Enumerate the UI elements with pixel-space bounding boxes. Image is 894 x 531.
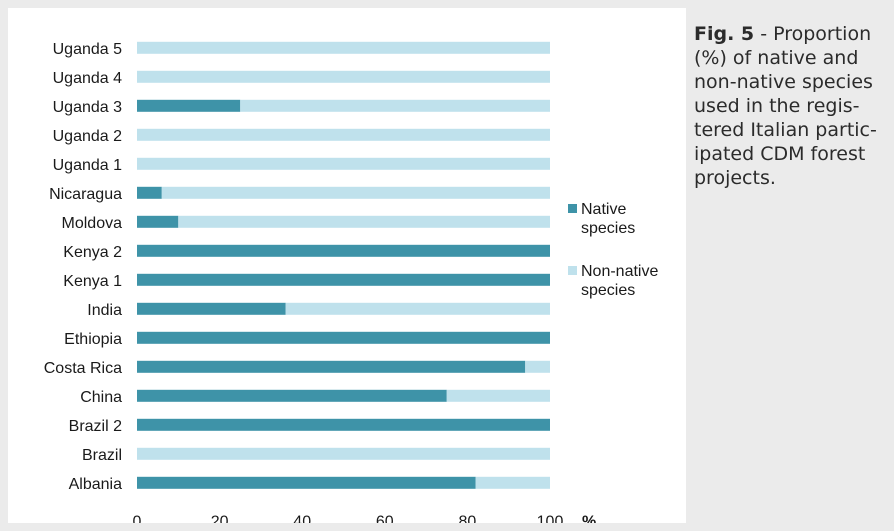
x-tick-label: 100 — [537, 513, 564, 523]
figure-label: Fig. 5 — [694, 23, 755, 45]
x-tick-label: 60 — [376, 513, 394, 523]
bar-native — [137, 360, 526, 373]
legend: Native species Non-native species — [568, 201, 658, 299]
x-axis-unit: % — [582, 513, 596, 523]
x-tick-label: 80 — [459, 513, 477, 523]
bar-non-native — [137, 41, 550, 54]
bar-native — [137, 476, 476, 489]
chart-panel: Uganda 5 Uganda 4 Uganda 3 Uganda 2 Uganda 1… — [8, 8, 686, 523]
category-label: India — [87, 302, 122, 319]
bar-native — [137, 186, 162, 199]
category-label: Kenya 1 — [63, 273, 122, 290]
category-label: Ethiopia — [64, 331, 122, 348]
bar-non-native — [446, 389, 550, 402]
x-tick-label: 40 — [293, 513, 311, 523]
legend-label: Non-native — [581, 263, 658, 280]
category-label: Albania — [69, 476, 122, 493]
bar-non-native — [137, 447, 550, 460]
bar-non-native — [285, 302, 550, 315]
figure-caption: Fig. 5 - Proportion (%) of native and no… — [694, 22, 890, 190]
legend-swatch — [568, 266, 577, 275]
bar-non-native — [475, 476, 550, 489]
legend-label: species — [581, 282, 635, 299]
bar-native — [137, 331, 550, 344]
x-tick-label: 0 — [133, 513, 142, 523]
bar-native — [137, 418, 550, 431]
category-label: Costa Rica — [44, 360, 122, 377]
legend-swatch — [568, 204, 577, 213]
category-label: Brazil 2 — [69, 418, 122, 435]
bar-non-native — [137, 157, 550, 170]
bar-native — [137, 215, 179, 228]
bar-native — [137, 244, 550, 257]
category-label: China — [80, 389, 122, 406]
category-label: Moldova — [62, 215, 123, 232]
x-axis-tick-labels: 0 20 40 60 80 100 — [133, 513, 564, 523]
caption-separator: - — [754, 23, 774, 45]
bar-native — [137, 389, 447, 402]
stacked-bar-chart: Uganda 5 Uganda 4 Uganda 3 Uganda 2 Uganda 1… — [44, 41, 659, 523]
bar-non-native — [137, 128, 550, 141]
bar-non-native — [525, 360, 550, 373]
category-label: Nicaragua — [49, 186, 122, 203]
bar-native — [137, 302, 286, 315]
bar-non-native — [161, 186, 550, 199]
bar-native — [137, 273, 550, 286]
category-label: Uganda 5 — [53, 41, 122, 58]
legend-label: species — [581, 220, 635, 237]
legend-label: Native — [581, 201, 626, 218]
category-label: Uganda 4 — [53, 70, 122, 87]
category-labels: Uganda 5 Uganda 4 Uganda 3 Uganda 2 Uganda 1… — [44, 41, 122, 493]
x-tick-label: 20 — [211, 513, 229, 523]
bar-non-native — [137, 70, 550, 83]
category-label: Kenya 2 — [63, 244, 122, 261]
bar-native — [137, 99, 241, 112]
caption-text: Proportion (%) of native and non-native … — [694, 23, 877, 189]
category-label: Brazil — [82, 447, 122, 464]
bar-non-native — [178, 215, 551, 228]
category-label: Uganda 1 — [53, 157, 122, 174]
bars-group — [137, 41, 551, 489]
category-label: Uganda 2 — [53, 128, 122, 145]
bar-non-native — [240, 99, 550, 112]
category-label: Uganda 3 — [53, 99, 122, 116]
